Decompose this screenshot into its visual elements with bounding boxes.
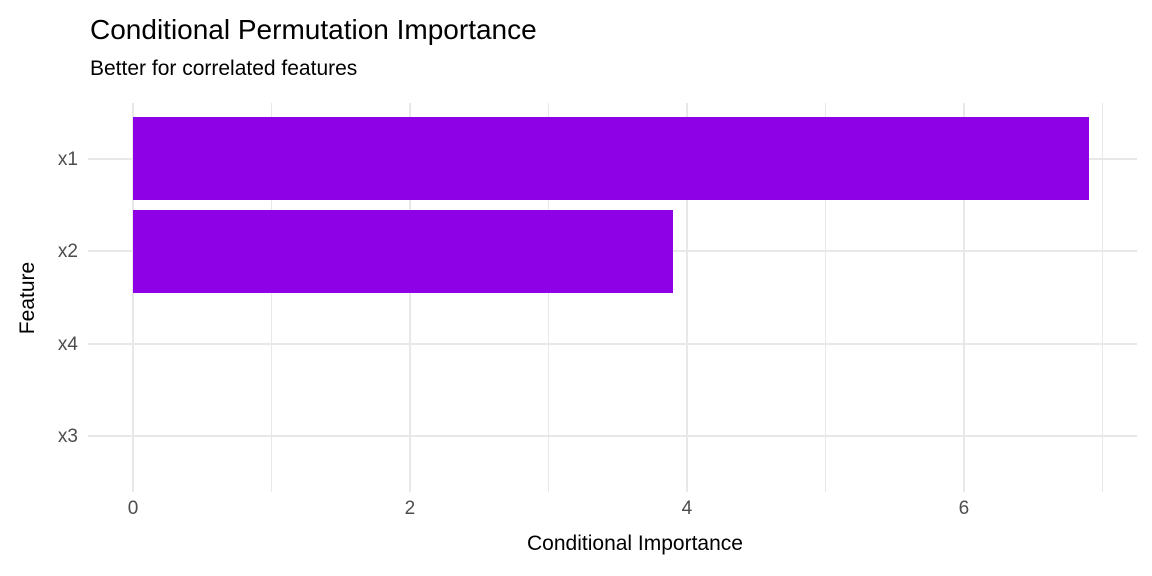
y-tick-label-x1: x1 [57,148,78,170]
y-tick-label-x2: x2 [57,241,78,263]
x-tick-label-6: 6 [958,498,970,519]
bar-x1 [133,116,1089,201]
x-tick-label-2: 2 [404,498,416,519]
x-minor-gridline-7 [1101,103,1104,492]
x-minor-gridline-3 [547,103,550,492]
x-major-gridline-6 [962,103,965,492]
plot-panel [88,103,1137,492]
chart-subtitle: Better for correlated features [90,57,358,80]
x-major-gridline-4 [685,103,688,492]
y-gridline-x3 [88,435,1137,438]
x-major-gridline-0 [132,103,134,492]
y-tick-label-x3: x3 [57,426,78,448]
y-axis-title: Feature [16,261,39,334]
y-tick-label-x4: x4 [57,333,78,355]
chart-title: Conditional Permutation Importance [90,14,537,45]
x-minor-gridline-1 [270,103,273,492]
y-gridline-x4 [88,342,1137,345]
x-minor-gridline-5 [824,103,827,492]
bar-x2 [133,209,674,293]
x-tick-label-4: 4 [681,498,693,519]
x-tick-label-0: 0 [127,498,139,519]
x-major-gridline-2 [408,103,411,492]
x-axis-title: Conditional Importance [527,532,743,555]
